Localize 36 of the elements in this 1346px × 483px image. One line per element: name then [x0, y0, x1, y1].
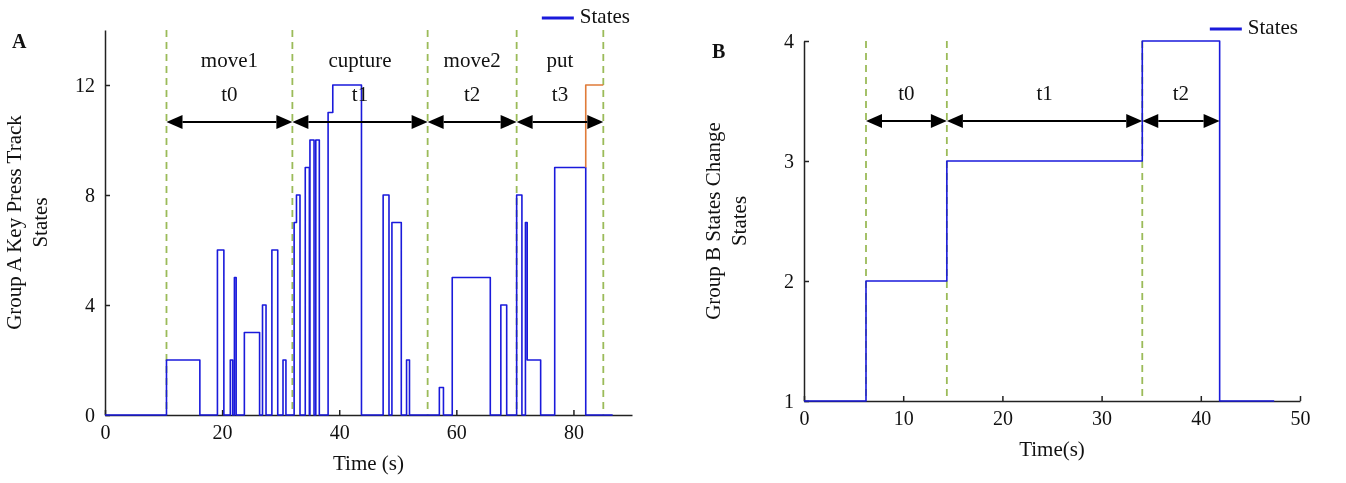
legend-label: States	[1247, 14, 1298, 39]
x-tick-label: 20	[992, 407, 1013, 430]
y-tick-label: 1	[784, 389, 794, 412]
x-tick-label: 0	[100, 421, 111, 444]
x-tick-label: 30	[1092, 407, 1113, 430]
chart-title: B	[712, 40, 726, 62]
annotation: cupture	[328, 47, 392, 72]
annotation: put	[546, 47, 574, 72]
chart-title: A	[12, 30, 27, 52]
x-tick-label: 0	[799, 407, 810, 430]
annotation: t1	[1036, 80, 1053, 105]
x-axis-title: Time (s)	[333, 451, 404, 475]
annotation: t2	[463, 81, 481, 106]
annotation: t2	[1172, 80, 1190, 105]
y-tick-label: 3	[784, 149, 794, 172]
y-tick-label: 4	[85, 293, 95, 316]
annotation: move2	[443, 47, 501, 72]
annotation: move1	[200, 47, 259, 72]
y-tick-label: 2	[784, 269, 794, 292]
annotation: t0	[221, 81, 238, 106]
annotation: t0	[898, 80, 915, 105]
y-tick-label: 8	[85, 183, 95, 206]
y-tick-label: 4	[784, 29, 794, 52]
x-tick-label: 60	[446, 421, 467, 444]
x-axis-title: Time(s)	[1019, 437, 1085, 461]
x-tick-label: 20	[212, 421, 233, 444]
x-tick-label: 40	[329, 421, 350, 444]
annotation: t3	[551, 81, 569, 106]
y-axis-title: Group A Key Press Track States	[2, 114, 52, 330]
y-tick-label: 12	[75, 73, 95, 96]
x-tick-label: 40	[1191, 407, 1212, 430]
y-axis-title: Group B States Change States	[701, 122, 751, 320]
x-tick-label: 50	[1290, 407, 1311, 430]
legend-label: States	[579, 3, 630, 28]
x-tick-label: 80	[563, 421, 584, 444]
x-tick-label: 10	[893, 407, 914, 430]
